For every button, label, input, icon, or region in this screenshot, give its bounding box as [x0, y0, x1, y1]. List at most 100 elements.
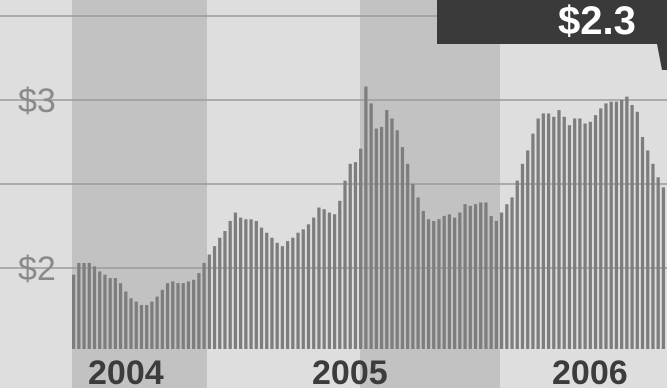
- bar-74: [458, 212, 462, 349]
- bar-34: [249, 219, 253, 349]
- bar-75: [463, 204, 467, 349]
- bar-86: [520, 163, 525, 349]
- bar-84: [510, 197, 514, 349]
- bar-82: [499, 212, 504, 349]
- bar-18: [165, 283, 170, 349]
- bar-35: [254, 220, 258, 349]
- bar-107: [630, 105, 634, 349]
- bar-9: [118, 283, 123, 349]
- bar-71: [442, 215, 446, 349]
- bar-60: [385, 110, 389, 349]
- bar-54: [353, 162, 358, 349]
- bar-64: [406, 163, 410, 349]
- bar-89: [536, 118, 540, 349]
- bar-32: [239, 217, 243, 349]
- bar-21: [181, 283, 185, 349]
- bar-94: [562, 116, 566, 349]
- bar-63: [400, 147, 405, 349]
- bar-8: [113, 278, 117, 349]
- bar-43: [296, 232, 300, 349]
- bar-50: [332, 214, 337, 349]
- bar-44: [301, 229, 305, 349]
- bar-67: [421, 210, 425, 349]
- bar-26: [207, 254, 211, 349]
- bar-88: [531, 133, 535, 349]
- bar-96: [573, 118, 577, 349]
- bar-28: [218, 237, 222, 349]
- bar-98: [583, 123, 587, 350]
- bar-49: [327, 212, 331, 349]
- x-tick-label-0: 2004: [88, 354, 164, 388]
- bar-53: [348, 163, 352, 349]
- bar-11: [129, 298, 133, 349]
- bar-16: [155, 296, 159, 349]
- bar-23: [192, 279, 196, 349]
- bar-78: [479, 202, 483, 349]
- bar-91: [546, 113, 551, 349]
- bar-113: [661, 187, 666, 349]
- callout-label: $2.3: [558, 0, 636, 43]
- bar-38: [270, 237, 274, 349]
- bar-13: [139, 304, 144, 349]
- bar-27: [212, 246, 217, 349]
- bar-41: [285, 241, 290, 349]
- bar-2: [82, 262, 86, 349]
- bar-106: [625, 96, 629, 349]
- callout-box: [437, 0, 667, 70]
- bar-68: [426, 219, 431, 349]
- bar-83: [505, 204, 509, 349]
- y-axis-labels: $3 $2: [18, 82, 56, 288]
- bar-3: [87, 262, 91, 349]
- band-1: [72, 0, 207, 388]
- bar-109: [640, 136, 645, 349]
- bar-100: [593, 115, 598, 350]
- bar-46: [312, 217, 316, 349]
- bar-70: [437, 219, 441, 349]
- bar-104: [614, 101, 619, 350]
- bar-76: [468, 205, 472, 349]
- band-0: [0, 0, 72, 388]
- bar-25: [202, 262, 206, 349]
- bar-97: [578, 118, 582, 349]
- bar-33: [244, 219, 248, 349]
- bar-62: [395, 130, 399, 349]
- bar-39: [275, 242, 279, 349]
- bar-30: [228, 220, 232, 349]
- bar-58: [374, 128, 378, 349]
- bar-40: [280, 246, 285, 349]
- bar-31: [233, 212, 238, 349]
- bar-36: [259, 227, 264, 349]
- bar-20: [176, 283, 180, 349]
- bar-42: [291, 237, 295, 349]
- bar-92: [552, 116, 556, 349]
- bar-105: [620, 100, 624, 349]
- bar-12: [134, 301, 138, 349]
- price-callout: $2.3: [437, 0, 667, 70]
- bar-93: [557, 110, 561, 349]
- bar-7: [108, 278, 112, 349]
- bar-80: [489, 215, 493, 349]
- bar-55: [359, 148, 363, 349]
- bar-79: [484, 202, 488, 349]
- bar-17: [160, 289, 164, 349]
- bar-110: [646, 150, 650, 349]
- bar-57: [369, 103, 373, 349]
- bar-51: [338, 200, 342, 349]
- bar-66: [416, 197, 420, 349]
- bar-69: [432, 220, 436, 349]
- x-axis-labels: 2004 2005 2006: [88, 354, 628, 388]
- bar-29: [223, 231, 227, 349]
- bar-99: [588, 121, 592, 349]
- bar-102: [604, 103, 608, 349]
- bar-59: [379, 126, 384, 349]
- bar-73: [453, 217, 457, 349]
- bar-37: [265, 232, 269, 349]
- bar-5: [98, 271, 102, 349]
- bar-103: [609, 101, 613, 350]
- bar-48: [322, 209, 326, 349]
- bars: [72, 86, 666, 350]
- bar-77: [473, 204, 478, 349]
- x-tick-label-2: 2006: [552, 354, 628, 388]
